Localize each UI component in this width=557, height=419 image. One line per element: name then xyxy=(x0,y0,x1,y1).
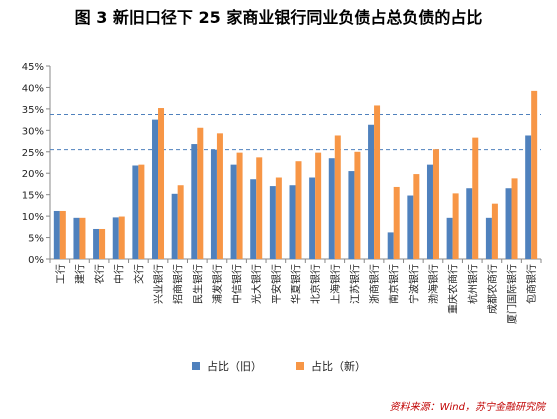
bar-new xyxy=(79,217,86,259)
bar-new xyxy=(315,152,322,259)
bar-new xyxy=(197,127,204,259)
bar-old xyxy=(407,195,414,259)
y-tick-label: 0% xyxy=(28,255,44,266)
category-label: 平安银行 xyxy=(270,264,283,304)
category-label: 农行 xyxy=(93,264,106,284)
bar-old xyxy=(152,119,159,259)
bar-new xyxy=(491,203,498,259)
y-tick-label: 10% xyxy=(22,212,44,223)
source-note: 资料来源：Wind，苏宁金融研究院 xyxy=(389,402,545,413)
bar-old xyxy=(73,217,80,259)
bar-old xyxy=(466,188,473,259)
bar-old xyxy=(210,149,217,259)
category-label: 重庆农商行 xyxy=(447,264,460,314)
bar-new xyxy=(472,137,479,259)
category-label: 工行 xyxy=(54,264,67,284)
category-label: 厦门国际银行 xyxy=(506,264,519,324)
category-label: 光大银行 xyxy=(250,264,263,304)
legend-swatch-new xyxy=(296,362,304,370)
bar-old xyxy=(348,171,355,259)
chart-legend: 占比（旧） 占比（新） xyxy=(0,358,557,374)
bar-old xyxy=(368,124,375,259)
bar-new xyxy=(452,193,459,259)
bar-new xyxy=(256,157,263,259)
bar-new xyxy=(59,210,66,259)
bar-new xyxy=(393,186,400,259)
legend-label-new: 占比（新） xyxy=(311,360,366,373)
bar-old xyxy=(93,228,100,259)
bar-old xyxy=(525,135,532,259)
bar-old xyxy=(53,210,60,259)
bar-old xyxy=(309,177,316,259)
category-label: 交行 xyxy=(132,264,145,284)
category-label: 中信银行 xyxy=(231,264,244,304)
bar-new xyxy=(295,161,302,259)
bar-old xyxy=(191,144,198,259)
legend-item-new: 占比（新） xyxy=(296,358,366,374)
bar-new xyxy=(275,177,282,259)
bar-old xyxy=(426,164,433,259)
bar-new xyxy=(354,151,361,259)
bar-chart: 0% 5% 10% 15% 20% 25% 30% 35% 40% 45% 工行 建行 农行 中行 交行 兴业… xyxy=(22,62,542,324)
category-label: 渤海银行 xyxy=(427,264,440,304)
category-label: 招商银行 xyxy=(172,264,185,304)
bar-new xyxy=(413,174,420,259)
category-label: 建行 xyxy=(73,264,86,284)
category-label: 浙商银行 xyxy=(368,264,381,304)
bar-new xyxy=(177,185,184,259)
bar-new xyxy=(216,133,223,259)
y-tick-label: 45% xyxy=(22,62,44,73)
bar-old xyxy=(328,158,335,259)
category-label: 浦发银行 xyxy=(211,264,224,304)
bar-old xyxy=(289,185,296,259)
category-label: 上海银行 xyxy=(329,264,342,304)
chart-title: 图 3 新旧口径下 25 家商业银行同业负债占总负债的占比 xyxy=(74,8,483,27)
category-label: 包商银行 xyxy=(525,264,538,304)
bar-new xyxy=(236,152,243,259)
category-label: 华夏银行 xyxy=(290,264,303,304)
bar-new xyxy=(374,105,381,259)
bar-old xyxy=(230,164,237,259)
bar-new xyxy=(334,135,341,259)
y-tick-label: 5% xyxy=(28,234,44,245)
bar-old xyxy=(269,186,276,259)
legend-swatch-old xyxy=(192,362,200,370)
bar-new xyxy=(158,108,165,259)
y-tick-label: 20% xyxy=(22,169,44,180)
bar-old xyxy=(132,165,139,259)
y-tick-label: 15% xyxy=(22,191,44,202)
bar-old xyxy=(446,217,453,259)
category-label: 成都农商行 xyxy=(486,264,499,314)
bar-new xyxy=(511,178,518,259)
bar-old xyxy=(387,232,394,259)
category-label: 民生银行 xyxy=(191,264,204,304)
bar-old xyxy=(485,217,492,259)
bar-old xyxy=(250,179,257,259)
legend-label-old: 占比（旧） xyxy=(207,360,262,373)
category-label: 宁波银行 xyxy=(407,264,420,304)
bar-new xyxy=(432,149,439,259)
bar-old xyxy=(112,217,119,259)
bar-new xyxy=(138,164,145,259)
y-tick-label: 35% xyxy=(22,105,44,116)
category-label: 南京银行 xyxy=(388,264,401,304)
bar-new xyxy=(99,228,106,259)
category-label: 中行 xyxy=(113,264,126,284)
legend-item-old: 占比（旧） xyxy=(192,358,262,374)
category-label: 江苏银行 xyxy=(348,264,361,304)
category-label: 兴业银行 xyxy=(152,264,165,304)
bar-old xyxy=(505,188,512,259)
category-label: 北京银行 xyxy=(309,264,322,304)
y-tick-label: 30% xyxy=(22,126,44,137)
category-label: 杭州银行 xyxy=(466,264,479,304)
y-tick-label: 25% xyxy=(22,148,44,159)
bar-old xyxy=(171,193,178,259)
bar-new xyxy=(531,90,538,260)
bar-new xyxy=(118,216,125,259)
y-tick-label: 40% xyxy=(22,83,44,94)
